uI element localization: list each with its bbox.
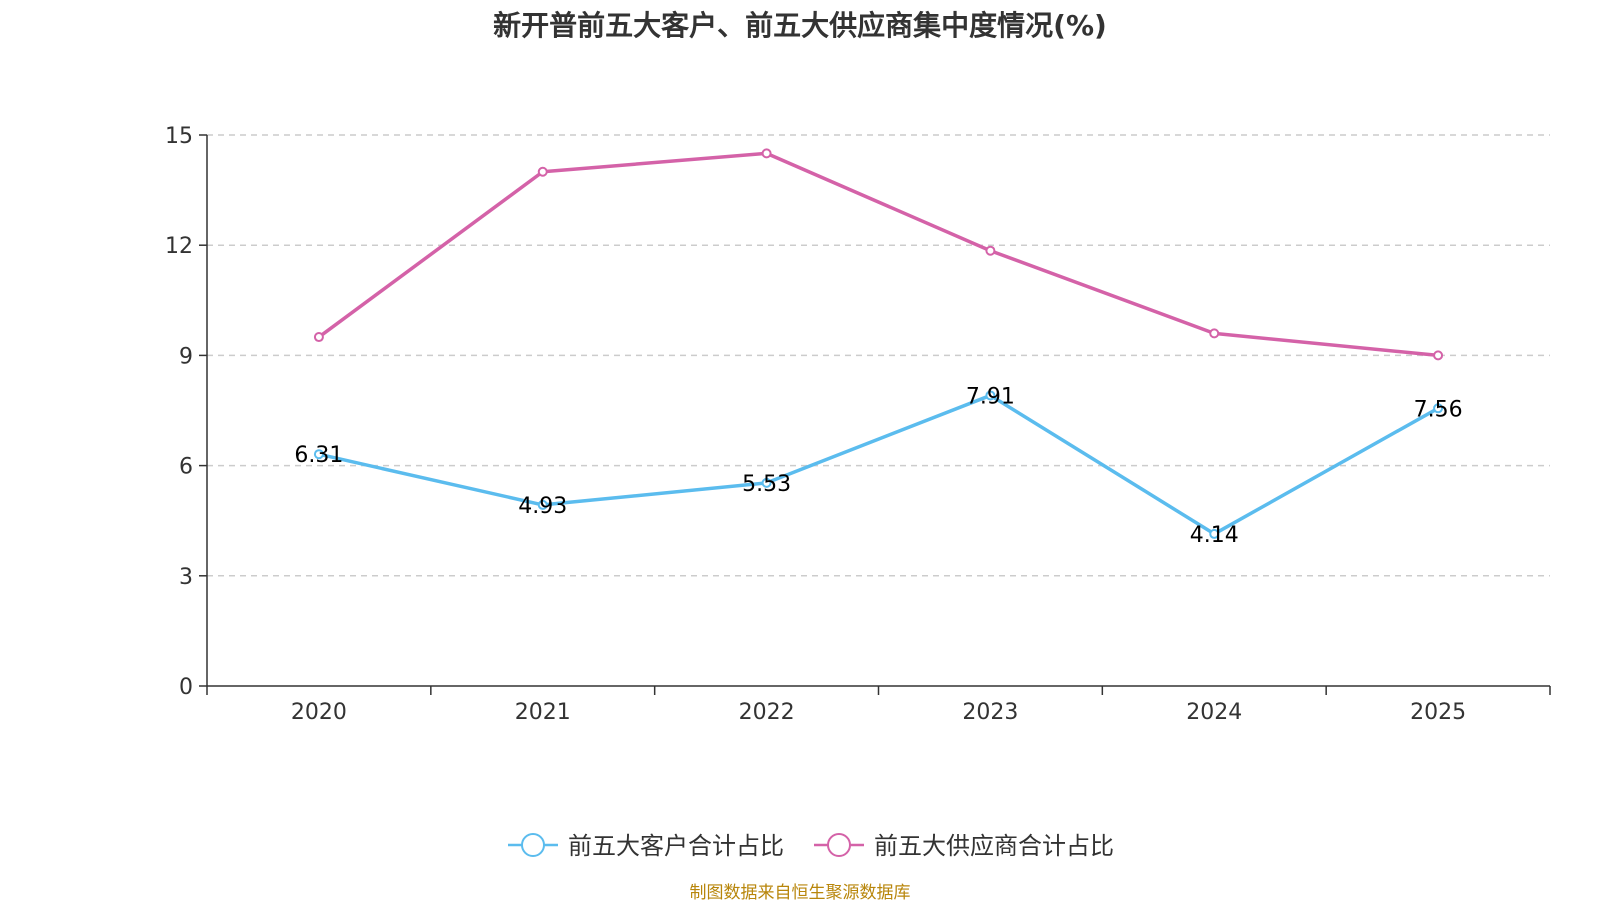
y-tick-label: 12: [165, 234, 193, 259]
data-point: [985, 245, 996, 256]
legend-marker: [521, 833, 545, 857]
data-point: [537, 499, 548, 510]
series-line-1: [318, 393, 1439, 536]
legend-label-2: 前五大供应商合计占比: [874, 832, 1114, 860]
series-line-2: [317, 151, 1439, 358]
data-point: [761, 477, 772, 488]
data-label: 4.14: [1190, 523, 1239, 548]
legend-label-1: 前五大客户合计占比: [568, 832, 784, 860]
data-point: [313, 332, 324, 343]
data-label: 4.93: [518, 494, 567, 519]
data-point: [761, 148, 772, 159]
y-tick-label: 9: [179, 344, 193, 369]
x-tick-label: 2020: [291, 700, 347, 725]
x-tick-label: 2022: [739, 700, 795, 725]
x-tick-label: 2025: [1410, 700, 1466, 725]
data-label: 7.56: [1414, 397, 1463, 422]
data-label: 6.31: [294, 443, 343, 468]
data-source-note: 制图数据来自恒生聚源数据库: [689, 883, 911, 903]
data-point: [1433, 403, 1444, 414]
x-tick-label: 2021: [515, 700, 571, 725]
data-point: [1209, 328, 1220, 339]
data-point: [1209, 528, 1220, 539]
y-tick-label: 3: [179, 565, 193, 590]
x-tick-label: 2024: [1186, 700, 1242, 725]
data-point: [537, 166, 548, 177]
legend-marker: [827, 833, 851, 857]
data-label: 5.53: [742, 472, 791, 497]
data-label: 7.91: [966, 384, 1015, 409]
y-tick-label: 6: [179, 455, 193, 480]
y-tick-label: 15: [165, 124, 193, 149]
x-tick-label: 2023: [962, 700, 1018, 725]
data-point: [985, 390, 996, 401]
data-point: [313, 449, 324, 460]
data-point: [1433, 350, 1444, 361]
chart-title: 新开普前五大客户、前五大供应商集中度情况(%): [493, 9, 1107, 42]
y-tick-label: 0: [179, 675, 193, 700]
